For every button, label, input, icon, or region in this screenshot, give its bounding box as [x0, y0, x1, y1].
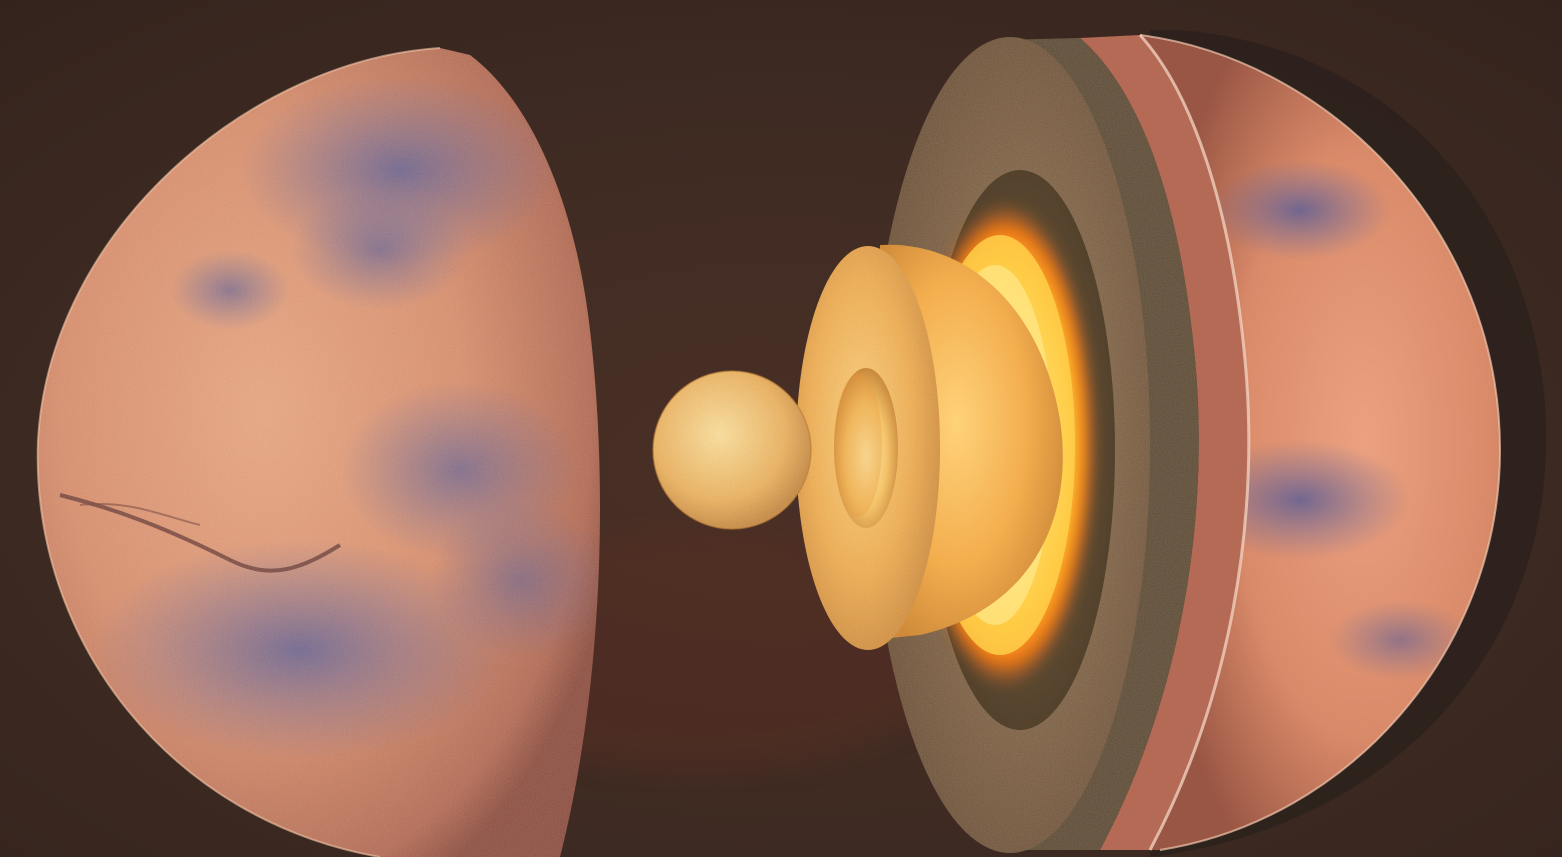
inner-core-rim [652, 370, 812, 530]
left-hemisphere-rim [36, 47, 441, 857]
shell-dark-region-3 [1330, 600, 1470, 680]
outer-core-hole [834, 368, 898, 528]
shell-dark-region-1 [1210, 160, 1390, 260]
inner-core-texture [653, 371, 811, 529]
outer-core-hole-shade [834, 373, 882, 517]
shell-rim [1139, 34, 1502, 851]
surface-band [1080, 35, 1249, 850]
mars-right-cutaway [652, 30, 1547, 857]
mars-left-hemisphere [36, 47, 600, 857]
surface-band-light-edge [1138, 33, 1251, 851]
